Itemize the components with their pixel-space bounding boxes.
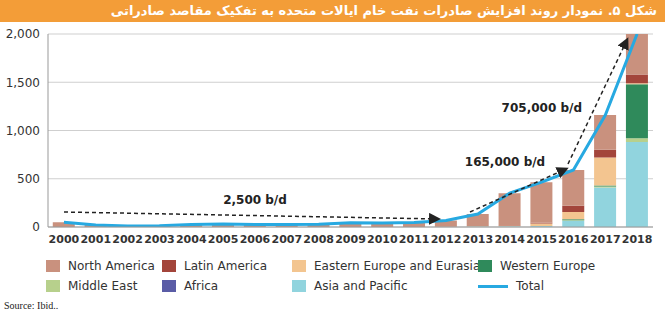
svg-text:2007: 2007 <box>272 233 303 246</box>
svg-text:0: 0 <box>32 220 40 234</box>
svg-text:2018: 2018 <box>622 233 653 246</box>
svg-text:2013: 2013 <box>463 233 494 246</box>
svg-text:2,500 b/d: 2,500 b/d <box>223 193 287 207</box>
svg-text:2016: 2016 <box>558 233 589 246</box>
svg-text:2004: 2004 <box>176 233 207 246</box>
svg-text:2017: 2017 <box>590 233 621 246</box>
svg-text:1,500: 1,500 <box>8 76 40 90</box>
svg-text:2014: 2014 <box>494 233 525 246</box>
svg-text:2,000: 2,000 <box>8 27 40 41</box>
html-text:Total: Total <box>516 279 544 293</box>
svg-text:2010: 2010 <box>367 233 398 246</box>
html-text:Source: Ibid..: Source: Ibid.. <box>4 300 59 311</box>
html-text:Asia and Pacific: Asia and Pacific <box>314 279 408 293</box>
svg-text:2011: 2011 <box>399 233 430 246</box>
svg-text:2005: 2005 <box>208 233 239 246</box>
svg-text:705,000 b/d: 705,000 b/d <box>502 101 582 115</box>
html-text:Latin America: Latin America <box>184 259 267 273</box>
svg-text:2009: 2009 <box>335 233 366 246</box>
html-text:Eastern Europe and Eurasia: Eastern Europe and Eurasia <box>314 259 481 273</box>
svg-text:2002: 2002 <box>112 233 143 246</box>
html-text:Western Europe: Western Europe <box>500 259 596 273</box>
html-text:شکل ۵. نمودار روند افزایش صادر: شکل ۵. نمودار روند افزایش صادرات نفت خام… <box>110 3 657 18</box>
svg-text:2015: 2015 <box>526 233 557 246</box>
svg-text:2012: 2012 <box>431 233 462 246</box>
svg-text:2000: 2000 <box>49 233 80 246</box>
html-text:Africa: Africa <box>184 279 219 293</box>
html-text:North America: North America <box>68 259 155 273</box>
svg-text:2006: 2006 <box>240 233 271 246</box>
svg-text:2003: 2003 <box>144 233 175 246</box>
svg-text:2008: 2008 <box>303 233 334 246</box>
html-text:Middle East: Middle East <box>68 279 138 293</box>
svg-text:500: 500 <box>17 172 40 186</box>
svg-text:1,000: 1,000 <box>8 124 40 138</box>
svg-text:165,000 b/d: 165,000 b/d <box>465 155 545 169</box>
svg-text:2001: 2001 <box>80 233 111 246</box>
